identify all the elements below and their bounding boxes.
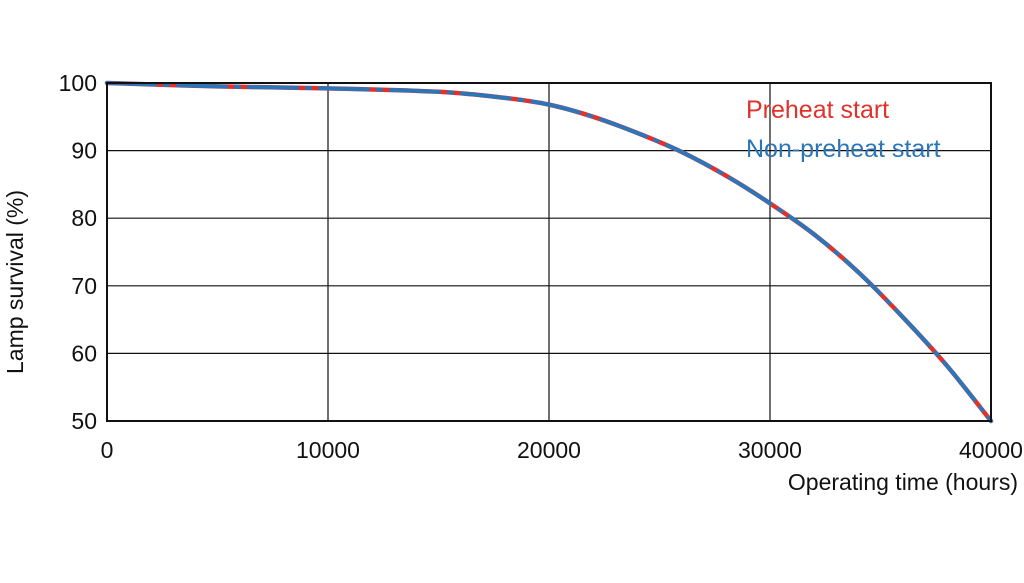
grid-layer [107,83,991,421]
legend-label-preheat-start: Preheat start [746,96,889,124]
y-tick-label: 90 [71,138,97,164]
series-layer [104,80,994,424]
plot-frame [106,82,992,422]
x-tick-label: 20000 [517,437,581,463]
y-tick-label: 70 [71,273,97,299]
x-tick-label: 30000 [738,437,802,463]
x-tick-label: 40000 [959,437,1023,463]
legend: Preheat start Non-preheat start [746,96,941,163]
legend-label-non-preheat-start: Non-preheat start [746,135,941,163]
y-tick-label: 60 [71,340,97,366]
y-tick-label: 50 [71,408,97,434]
x-tick-label: 0 [101,437,114,463]
y-tick-label: 80 [71,205,97,231]
y-tick-label: 100 [59,70,97,96]
x-tick-label: 10000 [296,437,360,463]
series-line-non-preheat-start [105,81,993,423]
x-axis-label: Operating time (hours) [788,469,1018,495]
tick-layer: 0 10000 20000 30000 40000 50 60 70 80 90 100 [59,70,1023,463]
y-axis-label: Lamp survival (%) [2,190,28,374]
